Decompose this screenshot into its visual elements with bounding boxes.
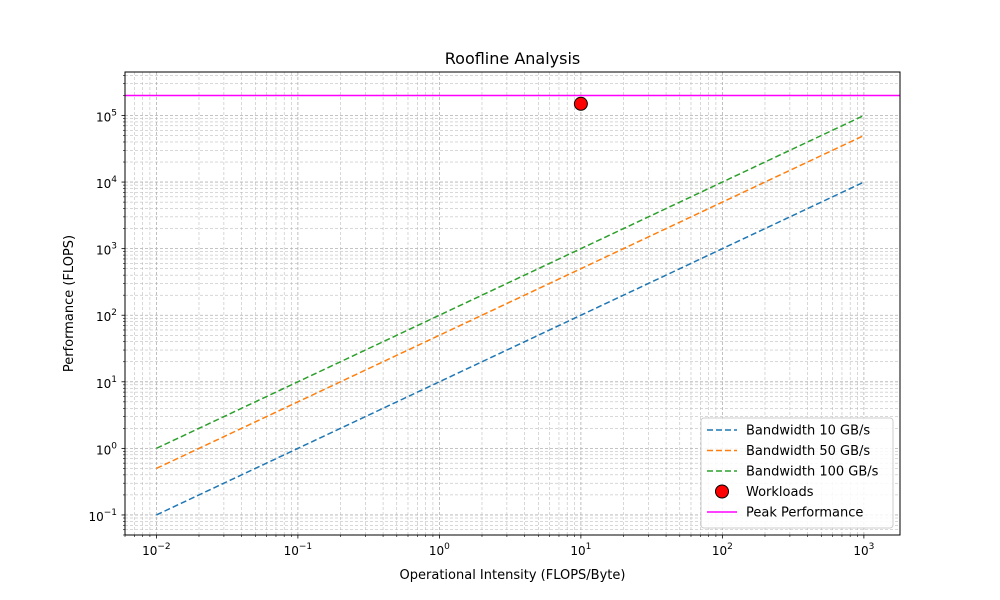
x-tick-label: 10−1 [284,542,313,558]
legend-swatch-3 [715,484,729,499]
x-tick-label: 103 [853,542,874,558]
series-line-2 [156,114,865,450]
legend: Bandwidth 10 GB/s Bandwidth 50 GB/s Bandwi… [700,417,894,529]
series-line-1 [156,134,865,470]
legend-label-2: Bandwidth 100 GB/s [746,465,879,480]
legend-label-1: Bandwidth 50 GB/s [746,444,870,459]
y-tick-label: 102 [96,308,117,324]
y-tick-label: 104 [96,175,117,191]
legend-label-3: Workloads [746,485,814,500]
y-axis-label: Performance (FLOPS) [62,235,77,372]
plot-area [125,94,900,516]
axis-ticks: 10−2 10−1 100 101 102 103 10−1 100 101 102 103 104 1… [88,75,874,558]
x-tick-label: 101 [570,542,591,558]
series-line-0 [156,181,865,516]
legend-box [700,417,894,529]
plot-frame [124,71,901,536]
y-tick-label: 10−1 [88,508,117,524]
x-axis-label: Operational Intensity (FLOPS/Byte) [400,568,626,583]
y-tick-label: 103 [96,242,117,258]
chart-title: Roofline Analysis [445,49,581,68]
y-tick-label: 100 [96,441,117,457]
y-tick-label: 101 [96,375,117,391]
x-tick-label: 100 [429,542,450,558]
workload-point [573,96,588,111]
y-tick-label: 105 [96,108,117,124]
legend-label-0: Bandwidth 10 GB/s [746,424,870,439]
x-tick-label: 10−2 [142,542,171,558]
x-tick-label: 102 [712,542,733,558]
legend-label-4: Peak Performance [746,506,863,521]
